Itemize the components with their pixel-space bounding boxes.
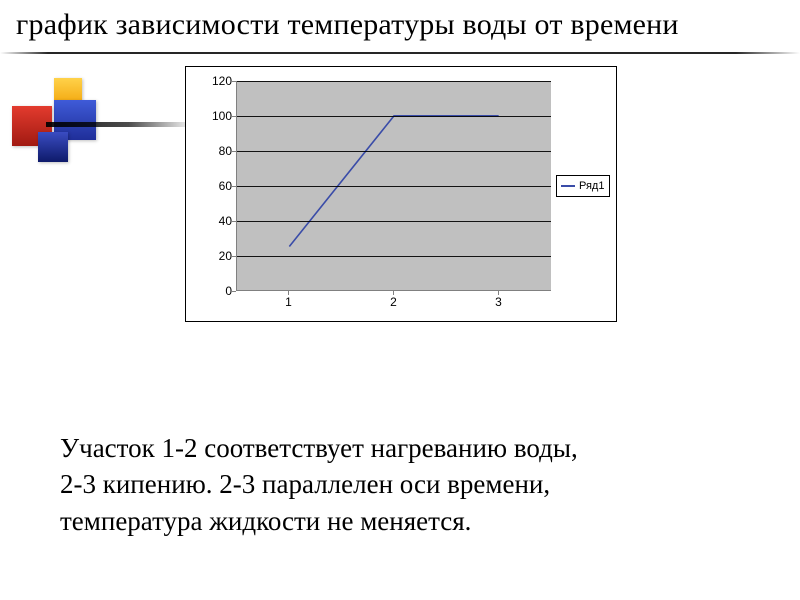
y-tick-mark [232, 81, 236, 82]
legend: Ряд1 [556, 175, 610, 197]
y-tick-mark [232, 256, 236, 257]
caption: Участок 1-2 соответствует нагреванию вод… [60, 430, 760, 539]
decorative-squares [10, 78, 190, 168]
x-tick-label: 1 [269, 295, 309, 309]
x-tick-label: 3 [479, 295, 519, 309]
gridline [237, 151, 551, 152]
y-tick-label: 20 [188, 249, 232, 263]
page-title: график зависимости температуры воды от в… [16, 8, 784, 43]
y-tick-label: 120 [188, 74, 232, 88]
gridline [237, 116, 551, 117]
gridline [237, 256, 551, 257]
gridline [237, 221, 551, 222]
y-tick-label: 80 [188, 144, 232, 158]
y-tick-mark [232, 291, 236, 292]
title-underline [0, 52, 800, 54]
y-tick-label: 60 [188, 179, 232, 193]
y-tick-mark [232, 151, 236, 152]
deco-bar [46, 122, 196, 127]
caption-line: температура жидкости не меняется. [60, 503, 760, 539]
y-tick-label: 0 [188, 284, 232, 298]
slide: график зависимости температуры воды от в… [0, 0, 800, 600]
y-tick-mark [232, 116, 236, 117]
legend-swatch [561, 185, 575, 187]
deco-square-navy [38, 132, 68, 162]
y-tick-mark [232, 186, 236, 187]
series-line [289, 116, 498, 247]
legend-label: Ряд1 [579, 180, 604, 192]
y-tick-mark [232, 221, 236, 222]
y-tick-label: 100 [188, 109, 232, 123]
gridline [237, 186, 551, 187]
y-tick-label: 40 [188, 214, 232, 228]
x-tick-label: 2 [374, 295, 414, 309]
gridline [237, 81, 551, 82]
plot-area [236, 81, 551, 291]
caption-line: Участок 1-2 соответствует нагреванию вод… [60, 430, 760, 466]
caption-line: 2-3 кипению. 2-3 параллелен оси времени, [60, 466, 760, 502]
chart-container: Ряд1 0 20 40 60 80 100 120 1 2 3 [185, 66, 617, 322]
